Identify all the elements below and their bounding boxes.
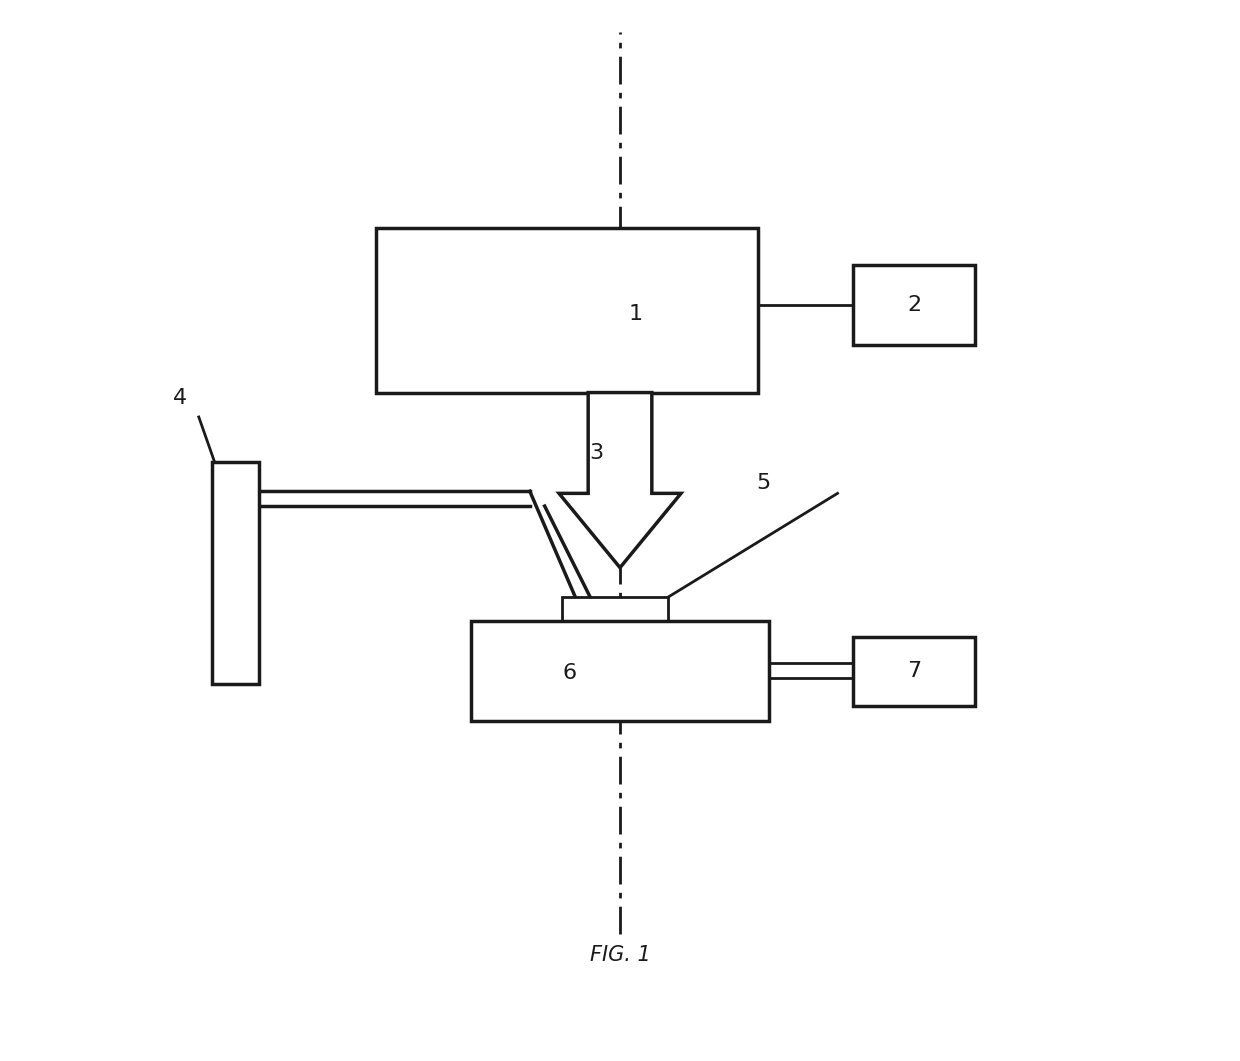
Bar xyxy=(376,228,758,393)
Bar xyxy=(562,597,668,621)
Text: 1: 1 xyxy=(629,303,642,324)
Text: 4: 4 xyxy=(172,388,187,407)
Polygon shape xyxy=(559,393,681,568)
Text: 2: 2 xyxy=(908,295,921,315)
Text: 5: 5 xyxy=(756,473,770,492)
Text: 6: 6 xyxy=(563,663,577,683)
Bar xyxy=(471,621,769,721)
Text: FIG. 1: FIG. 1 xyxy=(590,945,650,964)
Bar xyxy=(853,637,976,706)
Bar xyxy=(212,462,259,684)
Bar xyxy=(853,265,976,345)
Text: 3: 3 xyxy=(589,443,604,463)
Text: 7: 7 xyxy=(908,661,921,681)
